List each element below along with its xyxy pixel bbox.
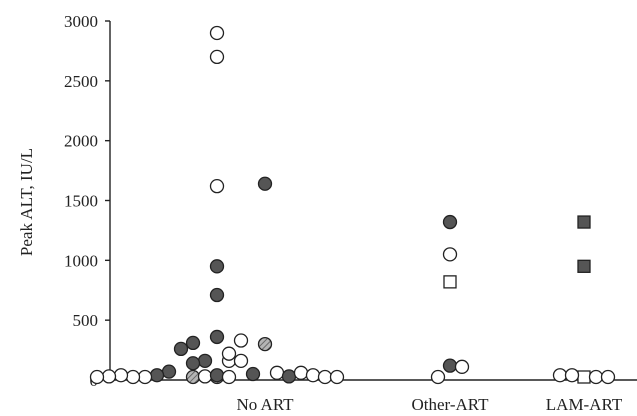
data-point-square — [443, 275, 457, 289]
data-point-circle — [221, 346, 237, 361]
data-point-square — [577, 259, 591, 273]
x-category-label: LAM-ART — [546, 395, 623, 414]
data-point-circle — [442, 247, 458, 262]
y-tick-label: 2500 — [64, 72, 98, 91]
data-point-circle — [185, 356, 201, 371]
data-point-circle — [197, 369, 213, 384]
data-point-circle — [233, 353, 249, 369]
data-point-circle — [113, 368, 129, 383]
y-tick-label: 500 — [73, 311, 99, 330]
x-category-label: No ART — [236, 395, 294, 414]
data-point-circle — [588, 369, 604, 385]
data-point-circle — [197, 353, 213, 369]
data-point-circle — [564, 368, 580, 383]
data-point-circle — [209, 25, 225, 41]
data-point-circle — [269, 365, 285, 380]
x-category-label: Other-ART — [411, 395, 489, 414]
data-point-circle — [281, 369, 297, 384]
data-point-circle — [173, 341, 189, 357]
data-point-circle — [442, 214, 458, 230]
data-point-circle — [137, 369, 153, 385]
data-point-square — [577, 215, 591, 229]
x-axis-ticks: No ART Other-ART LAM-ART — [236, 395, 622, 414]
data-point-circle — [293, 365, 309, 380]
data-point-circle — [221, 369, 237, 385]
data-point-circle — [209, 178, 225, 194]
data-point-circle — [600, 369, 616, 385]
data-point-circle — [552, 368, 568, 383]
data-point-circle — [101, 369, 117, 384]
data-point-square — [577, 370, 591, 384]
data-point-circle — [305, 368, 321, 383]
data-point-circle — [317, 369, 333, 385]
data-point-circle — [245, 366, 261, 382]
data-points — [89, 25, 616, 385]
data-point-circle — [329, 369, 345, 385]
data-point-circle — [257, 336, 273, 352]
data-point-circle — [209, 259, 225, 274]
data-point-circle — [442, 358, 458, 373]
data-point-circle — [185, 335, 201, 351]
y-tick-label: 3000 — [64, 12, 98, 31]
data-point-circle — [185, 369, 201, 385]
data-point-circle — [149, 368, 165, 383]
data-point-circle — [209, 287, 225, 303]
data-point-circle — [257, 176, 273, 191]
y-axis-label: Peak ALT, IU/L — [17, 148, 36, 256]
data-point-circle — [125, 369, 141, 385]
data-point-circle — [209, 368, 225, 383]
y-axis-ticks: 050010001500200025003000 — [64, 12, 110, 390]
y-tick-label: 1500 — [64, 192, 98, 211]
data-point-circle — [430, 369, 446, 385]
y-tick-label: 2000 — [64, 132, 98, 151]
data-point-circle — [209, 329, 225, 345]
data-point-circle — [209, 49, 225, 65]
data-point-circle — [454, 359, 470, 374]
data-point-circle — [89, 369, 105, 385]
y-tick-label: 1000 — [64, 251, 98, 270]
data-point-circle — [161, 364, 177, 379]
data-point-circle — [233, 333, 249, 348]
